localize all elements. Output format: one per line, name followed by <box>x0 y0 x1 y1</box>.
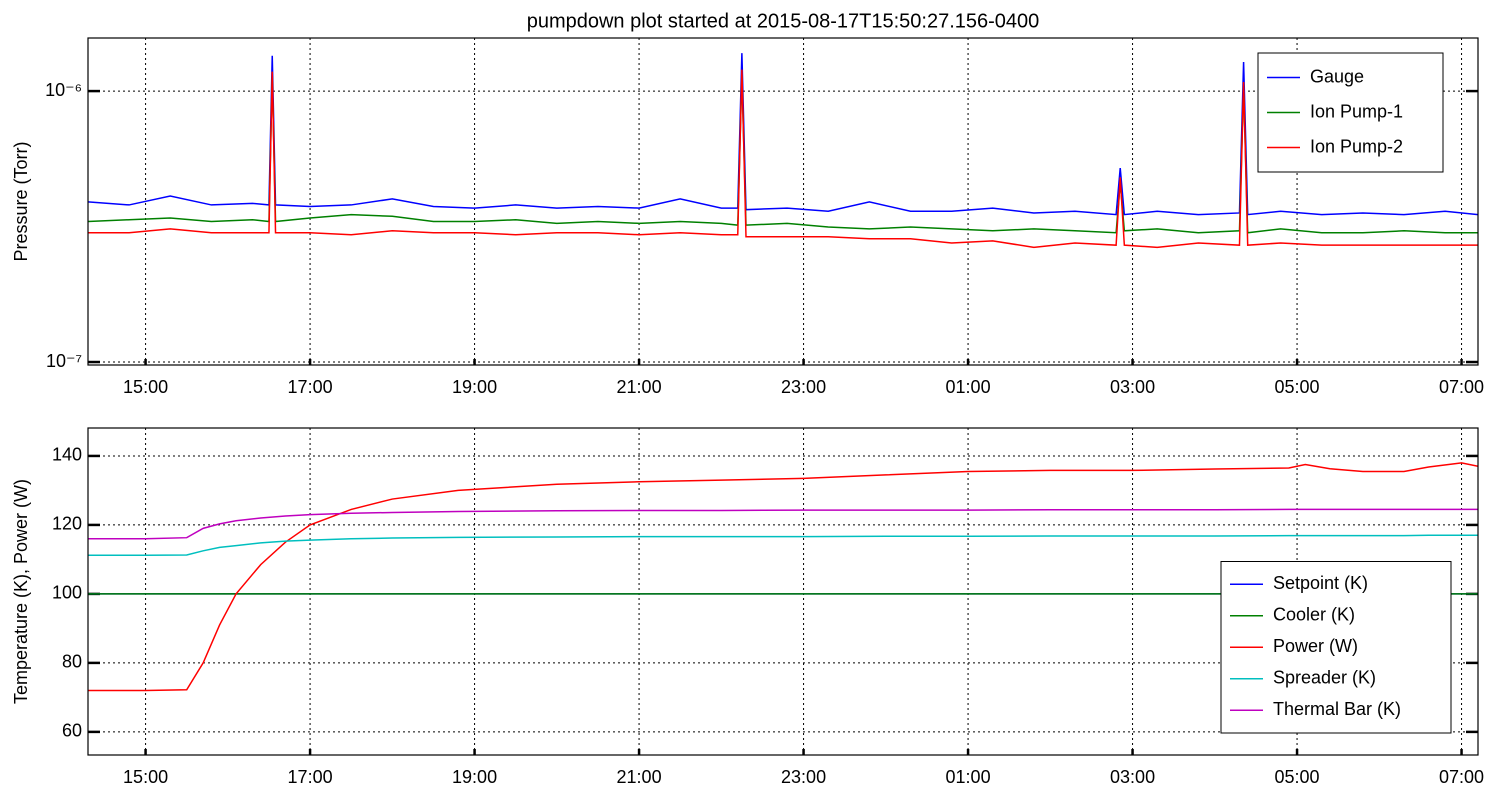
x-tick-label: 19:00 <box>452 767 497 787</box>
chart-title: pumpdown plot started at 2015-08-17T15:5… <box>527 10 1040 32</box>
series-line <box>88 462 1478 692</box>
series-line <box>88 508 1478 540</box>
x-tick-label: 01:00 <box>946 767 991 787</box>
x-tick-label: 05:00 <box>1275 377 1320 397</box>
x-tick-label: 07:00 <box>1439 767 1484 787</box>
y-tick-label: 80 <box>62 652 82 672</box>
x-tick-label: 03:00 <box>1110 377 1155 397</box>
x-tick-label: 03:00 <box>1110 767 1155 787</box>
x-tick-label: 05:00 <box>1275 767 1320 787</box>
x-tick-label: 17:00 <box>288 377 333 397</box>
legend-label: Power (W) <box>1273 636 1358 656</box>
plot-frame <box>87 427 1479 756</box>
legend-label: Spreader (K) <box>1273 668 1376 688</box>
x-tick-label: 15:00 <box>123 377 168 397</box>
plot-frame <box>87 37 1479 366</box>
x-tick-label: 07:00 <box>1439 377 1484 397</box>
x-tick-label: 19:00 <box>452 377 497 397</box>
x-tick-label: 01:00 <box>946 377 991 397</box>
y-tick-label: 10⁻⁶ <box>45 80 82 100</box>
y-tick-label: 10⁻⁷ <box>46 351 82 371</box>
y-tick-label: 60 <box>62 721 82 741</box>
y-tick-label: 120 <box>52 514 82 534</box>
y-axis-label: Temperature (K), Power (W) <box>11 479 31 704</box>
y-axis-label: Pressure (Torr) <box>11 141 31 261</box>
legend-label: Cooler (K) <box>1273 605 1355 625</box>
x-tick-label: 23:00 <box>781 767 826 787</box>
legend-label: Ion Pump-2 <box>1310 136 1403 156</box>
x-tick-label: 17:00 <box>288 767 333 787</box>
legend-label: Ion Pump-1 <box>1310 101 1403 121</box>
x-tick-label: 15:00 <box>123 767 168 787</box>
legend-label: Gauge <box>1310 66 1364 86</box>
series-line <box>88 534 1478 557</box>
x-tick-label: 21:00 <box>617 377 662 397</box>
legend-box <box>1257 52 1444 173</box>
series-line <box>88 69 1478 249</box>
x-tick-label: 21:00 <box>617 767 662 787</box>
legend-label: Setpoint (K) <box>1273 573 1368 593</box>
legend-label: Thermal Bar (K) <box>1273 699 1401 719</box>
y-tick-label: 140 <box>52 445 82 465</box>
x-tick-label: 23:00 <box>781 377 826 397</box>
y-tick-label: 100 <box>52 583 82 603</box>
